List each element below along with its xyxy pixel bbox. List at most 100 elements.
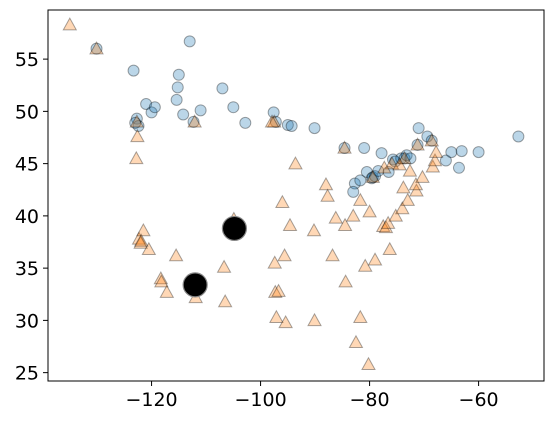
- point-circle: [354, 174, 367, 187]
- point-triangle: [131, 231, 147, 245]
- point-triangle: [367, 252, 383, 266]
- point-highlight: [221, 215, 248, 242]
- point-circle: [382, 165, 395, 178]
- point-triangle: [376, 160, 392, 174]
- point-triangle: [128, 150, 144, 165]
- point-triangle: [378, 219, 394, 234]
- point-triangle: [425, 159, 441, 173]
- point-triangle: [352, 309, 368, 323]
- point-triangle: [282, 217, 298, 231]
- point-circle: [404, 152, 417, 165]
- point-circle: [348, 177, 361, 190]
- point-circle: [140, 98, 153, 111]
- point-circle: [398, 152, 411, 165]
- point-triangle: [187, 114, 202, 128]
- point-circle: [90, 42, 103, 55]
- point-circle: [269, 115, 282, 128]
- y-tick-label: 55: [15, 49, 39, 71]
- point-triangle: [337, 217, 353, 231]
- point-circle: [183, 35, 196, 48]
- x-tick-label: −60: [459, 389, 499, 411]
- point-triangle: [130, 128, 145, 143]
- y-axis: 25 30 35 40 45 50 55: [15, 49, 48, 385]
- point-circle: [412, 122, 425, 135]
- point-circle: [366, 171, 379, 184]
- point-circle: [455, 145, 468, 158]
- point-triangle: [89, 41, 104, 55]
- point-circle: [129, 116, 142, 129]
- y-tick-label: 30: [15, 310, 39, 332]
- point-triangle: [264, 114, 280, 128]
- point-circle: [472, 146, 485, 159]
- point-triangle: [266, 114, 282, 128]
- point-circle: [375, 147, 388, 160]
- point-triangle: [325, 248, 340, 262]
- point-circle: [347, 185, 360, 198]
- y-tick-label: 45: [15, 154, 39, 176]
- point-triangle: [388, 208, 404, 222]
- point-triangle: [271, 283, 286, 297]
- point-circle: [445, 146, 458, 159]
- point-circle: [308, 122, 321, 135]
- point-circle: [338, 141, 351, 154]
- point-triangle: [348, 334, 364, 349]
- point-triangle: [141, 241, 157, 256]
- point-circle: [369, 170, 382, 183]
- y-tick-label: 35: [15, 258, 39, 280]
- point-circle: [411, 138, 424, 151]
- point-circle: [194, 104, 207, 117]
- point-triangle: [357, 258, 373, 272]
- point-circle: [239, 116, 252, 129]
- point-circle: [267, 106, 280, 119]
- point-triangle: [168, 248, 184, 262]
- point-triangle: [269, 309, 284, 323]
- point-triangle: [154, 274, 169, 288]
- point-triangle: [338, 274, 353, 288]
- point-triangle: [278, 314, 293, 329]
- point-triangle: [428, 144, 444, 158]
- point-circle: [389, 155, 402, 168]
- point-triangle: [307, 312, 322, 327]
- point-triangle: [62, 17, 78, 31]
- point-triangle: [361, 356, 376, 370]
- point-triangle: [415, 169, 430, 183]
- point-circle: [216, 82, 229, 95]
- point-circle: [439, 154, 452, 167]
- point-triangle: [365, 169, 381, 183]
- point-triangle: [277, 248, 292, 262]
- point-circle: [148, 101, 161, 114]
- point-triangle: [267, 255, 283, 269]
- point-circle: [187, 115, 200, 128]
- point-circle: [358, 141, 371, 154]
- point-triangle: [318, 176, 334, 191]
- point-triangle: [382, 241, 398, 256]
- point-circle: [365, 172, 378, 185]
- point-highlight: [182, 272, 208, 298]
- point-circle: [372, 164, 385, 177]
- point-triangle: [345, 208, 361, 222]
- point-triangle: [397, 150, 412, 165]
- point-triangle: [288, 156, 303, 170]
- x-tick-label: −100: [234, 389, 286, 411]
- point-triangle: [375, 218, 391, 233]
- point-circle: [512, 130, 525, 143]
- point-triangle: [337, 140, 352, 154]
- point-circle: [227, 101, 240, 114]
- point-circle: [387, 153, 400, 166]
- point-triangle: [328, 210, 344, 224]
- x-tick-label: −120: [125, 389, 177, 411]
- point-triangle: [380, 215, 396, 229]
- point-circle: [172, 68, 185, 81]
- point-circle: [177, 108, 190, 121]
- point-circle: [395, 152, 408, 165]
- point-circle: [127, 64, 140, 77]
- point-circle: [421, 130, 434, 143]
- plot-marks: [62, 17, 525, 370]
- point-triangle: [408, 176, 424, 191]
- point-triangle: [400, 192, 416, 206]
- point-triangle: [352, 192, 368, 206]
- point-triangle: [159, 284, 175, 298]
- point-triangle: [217, 294, 233, 308]
- point-circle: [285, 120, 298, 133]
